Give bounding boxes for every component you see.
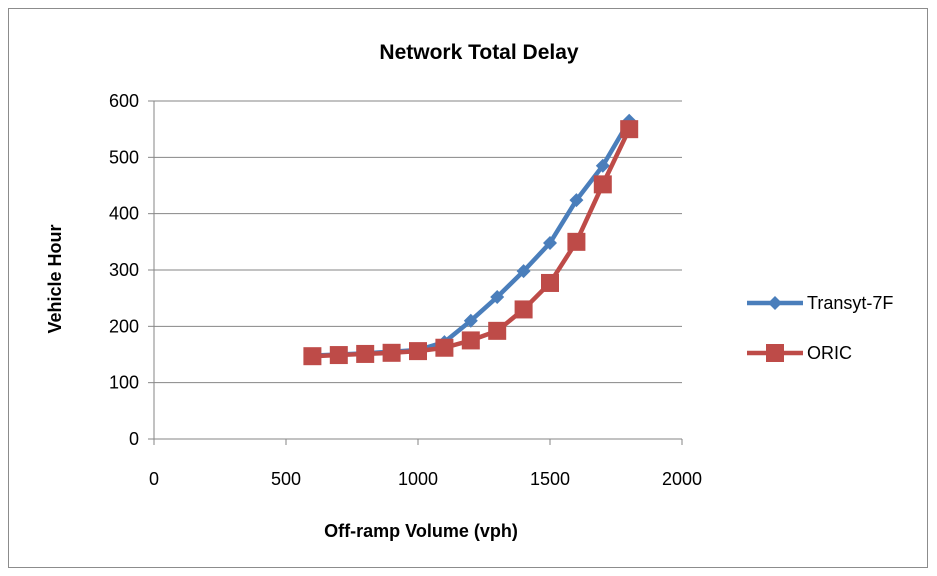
legend-marker [768,296,782,310]
y-tick-label: 0 [129,429,139,449]
data-point [382,343,401,362]
data-point [461,331,480,350]
data-point [303,347,322,366]
x-tick-label: 1000 [398,469,438,489]
data-point [463,313,478,328]
gridlines [154,100,682,384]
data-point [514,300,533,319]
y-axis-title: Vehicle Hour [45,224,65,333]
data-point [329,346,348,365]
data-point [488,321,507,340]
y-tick-label: 500 [109,147,139,167]
data-point [620,120,639,139]
y-tick-label: 400 [109,204,139,224]
axes [148,100,683,445]
tick-labels: 0 100 200 300 400 500 600 0 500 1000 1500 2000 [109,91,702,489]
y-tick-label: 600 [109,91,139,111]
data-point [516,264,531,279]
x-tick-label: 2000 [662,469,702,489]
data-point [409,342,427,361]
legend: Transyt-7F ORIC [747,293,893,363]
x-tick-label: 500 [271,469,301,489]
x-tick-label: 0 [149,469,159,489]
x-axis-title: Off-ramp Volume (vph) [324,521,518,541]
series-layer [303,113,639,366]
data-point [595,158,610,173]
data-point [541,273,559,292]
y-tick-label: 300 [109,260,139,280]
data-point [435,338,454,357]
x-tick-label: 1500 [530,469,570,489]
legend-marker [766,344,784,362]
chart-frame: Network Total Delay 0 100 200 300 400 500 600 0… [8,8,928,568]
series-transyt-7f [305,113,637,363]
data-point [567,232,586,251]
data-point [593,175,612,194]
data-point [569,193,584,208]
data-point [543,235,557,250]
legend-entry: Transyt-7F [747,293,893,313]
legend-label: ORIC [807,343,852,363]
data-point [490,290,505,305]
chart-svg: Network Total Delay 01002003004005006000… [45,41,893,541]
y-tick-label: 200 [109,316,139,336]
series-oric [303,120,639,366]
y-tick-label: 100 [109,373,139,393]
chart-title: Network Total Delay [379,41,578,64]
legend-label: Transyt-7F [807,293,893,313]
legend-entry: ORIC [747,343,852,363]
data-point [356,344,375,363]
